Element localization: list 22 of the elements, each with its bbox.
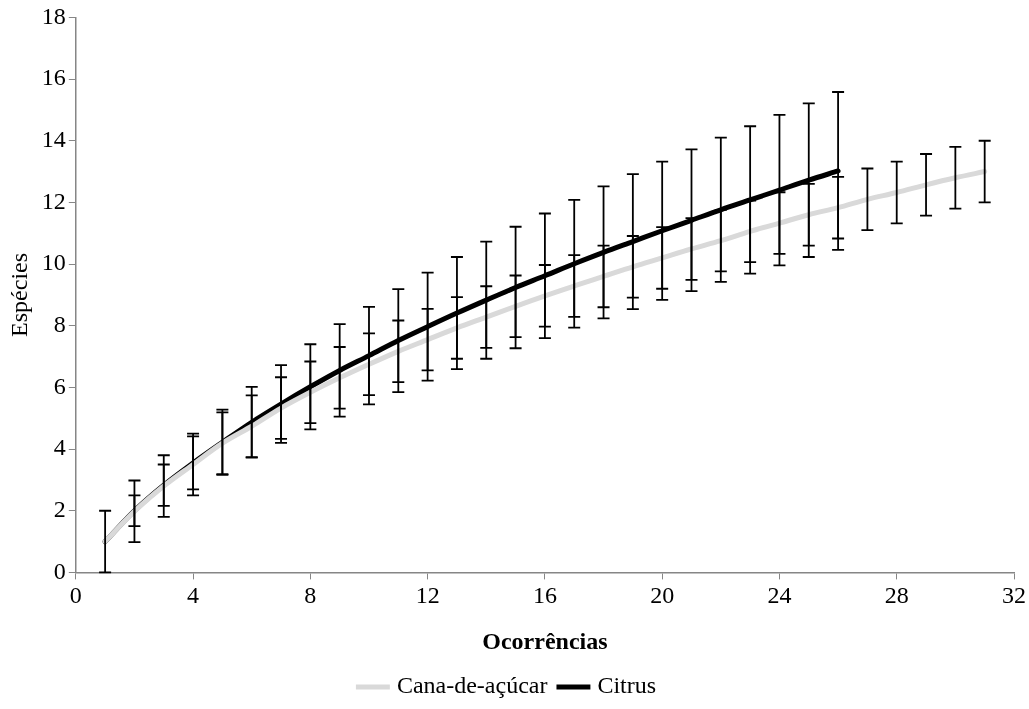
y-tick-label: 2 (53, 496, 66, 523)
y-tick-label: 6 (53, 372, 66, 399)
x-tick-label: 28 (884, 582, 909, 609)
x-tick-label: 20 (650, 582, 675, 609)
legend-label: Cana-de-açúcar (396, 672, 548, 699)
x-tick-label: 24 (767, 582, 792, 609)
legend-label: Citrus (597, 672, 657, 699)
x-tick-label: 16 (532, 582, 557, 609)
x-tick-label: 12 (415, 582, 440, 609)
y-tick-label: 14 (41, 126, 66, 153)
y-tick-label: 12 (41, 187, 66, 214)
x-tick-label: 8 (304, 582, 317, 609)
y-axis-title: Espécies (5, 252, 32, 337)
y-tick-label: 16 (41, 64, 66, 91)
x-tick-label: 4 (187, 582, 200, 609)
x-axis-title: Ocorrências (482, 627, 608, 654)
y-tick-label: 4 (53, 434, 66, 461)
y-tick-label: 10 (41, 249, 66, 276)
x-tick-label: 32 (1002, 582, 1026, 609)
y-tick-label: 8 (53, 311, 66, 338)
y-tick-label: 0 (53, 557, 66, 584)
y-tick-label: 18 (41, 2, 66, 29)
